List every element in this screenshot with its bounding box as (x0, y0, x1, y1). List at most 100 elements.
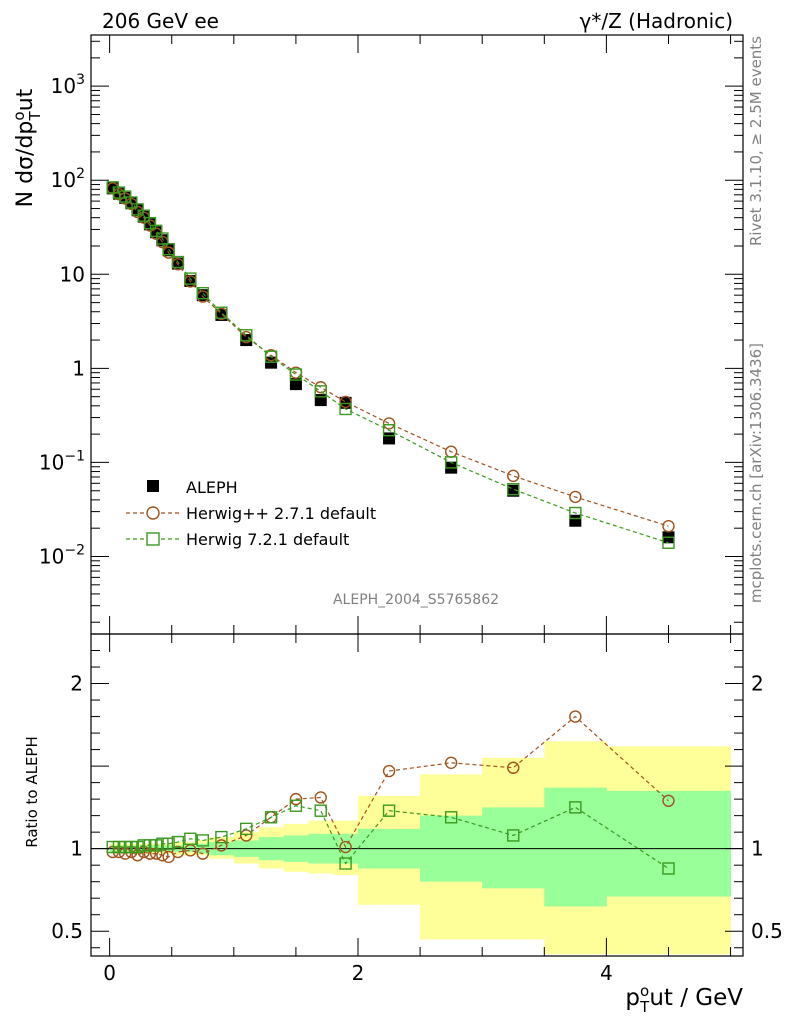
y-tick-label: 102 (51, 166, 85, 192)
y-tick-label: 10−2 (39, 542, 85, 568)
svg-text:N dσ/dpoTut: N dσ/dpoTut (10, 88, 44, 207)
main-herwig7-point (143, 216, 157, 230)
ratio-herwigpp-point (196, 847, 209, 860)
main-herwigpp-point (339, 395, 352, 409)
legend-marker-herwigpp (146, 506, 160, 520)
svg-text:poTut / GeV: po Tut / GeV (625, 982, 743, 1016)
ratio-herwig7-point (184, 832, 197, 845)
x-tick-label: 2 (352, 961, 365, 985)
ratio-herwigpp-point (240, 829, 253, 842)
y-tick-label: 10 (60, 262, 85, 286)
ratio-herwig7-point (149, 839, 163, 852)
main-herwigpp-point (662, 519, 675, 533)
ratio-herwig7-point (112, 840, 126, 854)
ratio-herwigpp-point (507, 761, 520, 774)
mcplots-source-label: mcplots.cern.ch [arXiv:1306.3436] (747, 343, 765, 603)
ratio-herwig7-point (569, 801, 582, 814)
ratio-plot-frame (90, 633, 744, 957)
ratio-herwig7-point (240, 822, 253, 836)
ratio-herwigpp-point (289, 792, 303, 806)
ratio-herwig7-point (196, 834, 209, 847)
ratio-herwigpp-point (131, 849, 144, 862)
main-herwigpp-point (569, 490, 582, 504)
legend: ALEPH Herwig++ 2.7.1 default Herwig 7.2.… (126, 478, 376, 549)
legend-marker-herwig7 (146, 532, 160, 546)
ratio-herwig7-point (156, 837, 169, 850)
ratio-herwigpp-point (662, 794, 675, 807)
ratio-herwigpp-point (143, 847, 157, 860)
main-herwig7-point (196, 286, 209, 300)
main-plot-series (106, 181, 675, 549)
main-herwig7-point (162, 242, 175, 256)
legend-label-aleph: ALEPH (186, 478, 238, 497)
main-herwig7-point (507, 482, 520, 496)
legend-label-herwigpp: Herwig++ 2.7.1 default (186, 504, 376, 523)
ratio-y-tick-label-right: 0.5 (751, 919, 783, 943)
ratio-herwig7-point (162, 837, 175, 850)
main-herwig7-point (171, 255, 185, 269)
rivet-version-label: Rivet 3.1.10, ≥ 2.5M events (747, 36, 765, 246)
main-herwig7-point (569, 506, 582, 520)
main-herwig7-point (382, 424, 396, 437)
band-green-bin (544, 787, 607, 907)
ratio-herwig7-point (382, 804, 396, 817)
main-aleph-point (569, 514, 582, 527)
ratio-herwigpp-point (314, 791, 327, 804)
main-aleph-point (162, 244, 175, 257)
ratio-herwig7-point (143, 839, 157, 852)
main-herwig7-point (289, 368, 303, 381)
ratio-y-axis-label: Ratio to ALEPH (23, 736, 41, 848)
ratio-herwigpp-point (118, 847, 132, 860)
main-herwig7-point (125, 196, 138, 209)
ratio-plot-series (106, 710, 675, 875)
ratio-herwig7-point (444, 811, 458, 824)
main-herwig7-point (240, 329, 253, 342)
main-herwig7-point (137, 209, 150, 222)
ratio-herwigpp-point (149, 847, 163, 860)
ratio-herwig7-point (662, 862, 675, 875)
band-green-bin (606, 790, 731, 897)
ratio-herwig7-point (131, 840, 144, 854)
ratio-y-tick-label-left: 2 (70, 672, 83, 696)
ratio-herwig7-point (171, 835, 185, 849)
ratio-herwig7-point (106, 840, 119, 854)
ratio-herwig7-point (137, 839, 150, 852)
analysis-id-label: ALEPH_2004_S5765862 (333, 592, 499, 608)
ratio-herwigpp-point (339, 840, 352, 854)
y-tick-label: 1 (72, 356, 85, 380)
ratio-herwigpp-point (171, 845, 185, 859)
ratio-herwig7-point (314, 804, 327, 817)
ratio-uncertainty-bands (109, 741, 731, 955)
main-herwig7-point (156, 232, 169, 245)
ratio-y-tick-label-right: 2 (751, 672, 764, 696)
x-tick-label: 0 (103, 961, 116, 985)
ratio-herwigpp-point (569, 710, 582, 723)
x-tick-label: 4 (600, 961, 613, 985)
main-aleph-point (314, 394, 327, 407)
ratio-herwigpp-point (382, 764, 396, 778)
y-tick-label: 103 (51, 72, 85, 98)
ratio-herwig7-point (125, 840, 138, 854)
main-y-axis-label: N dσ/dpoTut (10, 88, 44, 207)
ratio-herwig7-point (118, 840, 132, 854)
ratio-herwig7-point (215, 830, 228, 844)
main-herwig7-point (112, 186, 126, 199)
main-herwigpp-line (112, 187, 669, 527)
ratio-herwig7-point (339, 857, 352, 870)
axis-ticks (91, 35, 743, 956)
main-aleph-point (383, 432, 396, 445)
main-herwig7-point (339, 402, 352, 416)
main-herwig7-point (314, 385, 327, 398)
x-axis-label: po Tut / GeV (625, 982, 743, 1016)
main-herwig7-point (184, 272, 197, 285)
main-herwig7-point (264, 350, 278, 363)
ratio-y-tick-label-left: 0.5 (51, 919, 83, 943)
legend-marker-aleph (147, 480, 159, 492)
band-green-bin (184, 843, 197, 852)
header-left-label: 206 GeV ee (102, 9, 219, 33)
main-herwig7-point (215, 306, 228, 319)
ratio-herwig7-point (507, 829, 520, 842)
ratio-y-tick-label-left: 1 (70, 837, 83, 861)
